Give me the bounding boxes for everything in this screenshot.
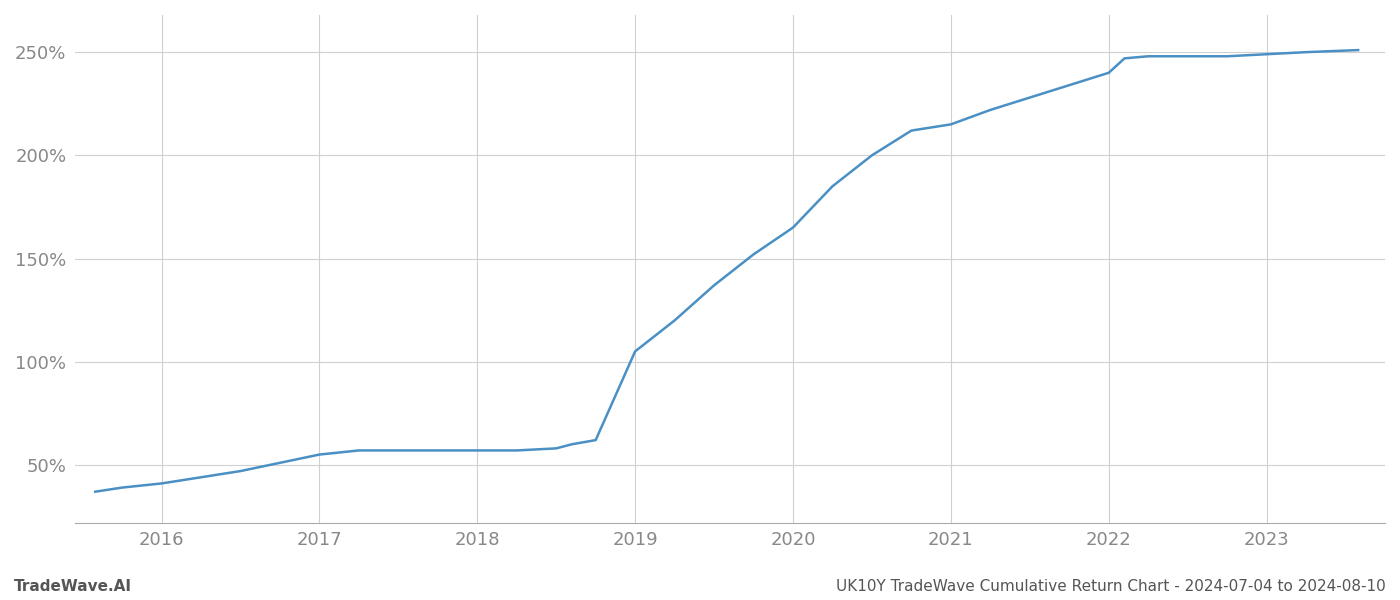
Text: UK10Y TradeWave Cumulative Return Chart - 2024-07-04 to 2024-08-10: UK10Y TradeWave Cumulative Return Chart … (836, 579, 1386, 594)
Text: TradeWave.AI: TradeWave.AI (14, 579, 132, 594)
